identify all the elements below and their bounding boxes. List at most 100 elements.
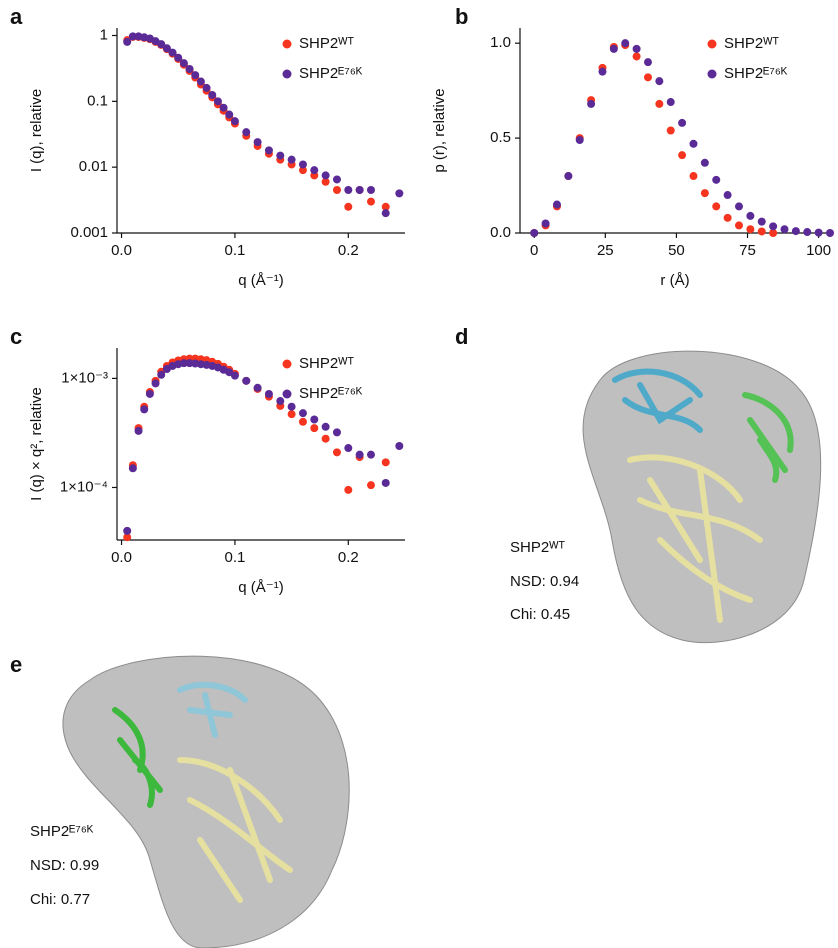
legend-label: SHP2ᴱ⁷⁶ᴷ — [299, 385, 363, 402]
point — [152, 379, 160, 387]
x-tick-label: 0.2 — [338, 549, 359, 566]
panel-label: e — [10, 652, 22, 677]
point — [344, 444, 352, 452]
point — [792, 227, 800, 235]
legend-marker — [283, 360, 292, 369]
point — [220, 104, 228, 112]
y-tick-label: 0.5 — [490, 129, 511, 146]
point — [322, 423, 330, 431]
y-tick-label: 0.01 — [79, 158, 108, 175]
point — [288, 403, 296, 411]
point — [310, 415, 318, 423]
point — [242, 128, 250, 136]
y-tick-label: 0.1 — [87, 92, 108, 109]
point — [356, 186, 364, 194]
point — [157, 371, 165, 379]
point — [310, 166, 318, 174]
panel-label: d — [455, 324, 468, 349]
structure-chi: Chi: 0.45 — [510, 606, 570, 623]
point — [333, 448, 341, 456]
point — [333, 175, 341, 183]
point — [678, 119, 686, 127]
point — [667, 127, 675, 135]
point — [644, 73, 652, 81]
legend-label: SHP2ᵂᵀ — [299, 355, 355, 372]
point — [395, 189, 403, 197]
point — [758, 218, 766, 226]
point — [322, 435, 330, 443]
point — [633, 52, 641, 60]
point — [576, 136, 584, 144]
point — [724, 191, 732, 199]
point — [746, 225, 754, 233]
point — [655, 77, 663, 85]
point — [344, 486, 352, 494]
x-tick-label: 100 — [806, 242, 831, 259]
x-tick-label: 0.2 — [338, 242, 359, 259]
point — [276, 397, 284, 405]
point — [208, 91, 216, 99]
point — [689, 172, 697, 180]
point — [191, 71, 199, 79]
legend-marker — [283, 390, 292, 399]
point — [367, 451, 375, 459]
point — [826, 229, 834, 237]
x-tick-label: 75 — [739, 242, 756, 259]
structure-nsd: NSD: 0.94 — [510, 573, 579, 590]
y-tick-label: 1.0 — [490, 34, 511, 51]
y-tick-label: 1×10⁻⁴ — [60, 478, 108, 495]
structure-name: SHP2ᴱ⁷⁶ᴷ — [30, 823, 94, 840]
y-tick-label: 0.0 — [490, 224, 511, 241]
point — [724, 214, 732, 222]
point — [288, 156, 296, 164]
point — [123, 527, 131, 535]
point — [356, 451, 364, 459]
point — [254, 138, 262, 146]
legend-label: SHP2ᴱ⁷⁶ᴷ — [299, 65, 363, 82]
x-tick-label: 0.1 — [224, 242, 245, 259]
point — [655, 100, 663, 108]
point — [382, 209, 390, 217]
chart: c1×10⁻⁴1×10⁻³0.00.10.2q (Å⁻¹)I (q) × q²,… — [10, 324, 405, 596]
point — [186, 65, 194, 73]
point — [367, 186, 375, 194]
point — [735, 221, 743, 229]
x-tick-label: 25 — [597, 242, 614, 259]
point — [735, 202, 743, 210]
point — [310, 424, 318, 432]
point — [203, 84, 211, 92]
structure-name: SHP2ᵂᵀ — [510, 539, 566, 556]
legend-label: SHP2ᵂᵀ — [299, 35, 355, 52]
legend-label: SHP2ᵂᵀ — [724, 35, 780, 52]
point — [667, 98, 675, 106]
point — [758, 227, 766, 235]
point — [333, 186, 341, 194]
structure-e: SHP2ᴱ⁷⁶ᴷ NSD: 0.99 Chi: 0.77 e — [10, 652, 349, 948]
point — [621, 39, 629, 47]
point — [815, 229, 823, 237]
x-axis-label: q (Å⁻¹) — [238, 579, 283, 596]
y-tick-label: 1 — [100, 26, 108, 43]
x-tick-label: 0 — [530, 242, 538, 259]
x-tick-label: 0.1 — [224, 549, 245, 566]
point — [712, 176, 720, 184]
legend-label: SHP2ᴱ⁷⁶ᴷ — [724, 65, 788, 82]
point — [701, 189, 709, 197]
point — [367, 481, 375, 489]
point — [344, 186, 352, 194]
point — [197, 78, 205, 86]
point — [254, 384, 262, 392]
y-axis-label: p (r), relative — [431, 88, 448, 172]
point — [299, 409, 307, 417]
point — [225, 111, 233, 119]
point — [689, 140, 697, 148]
point — [288, 410, 296, 418]
point — [678, 151, 686, 159]
structure-chi: Chi: 0.77 — [30, 891, 90, 908]
legend-marker — [708, 40, 717, 49]
legend-marker — [283, 40, 292, 49]
point — [135, 427, 143, 435]
structure-d: SHP2ᵂᵀ NSD: 0.94 Chi: 0.45 d — [455, 324, 821, 643]
legend-marker — [283, 70, 292, 79]
point — [644, 58, 652, 66]
